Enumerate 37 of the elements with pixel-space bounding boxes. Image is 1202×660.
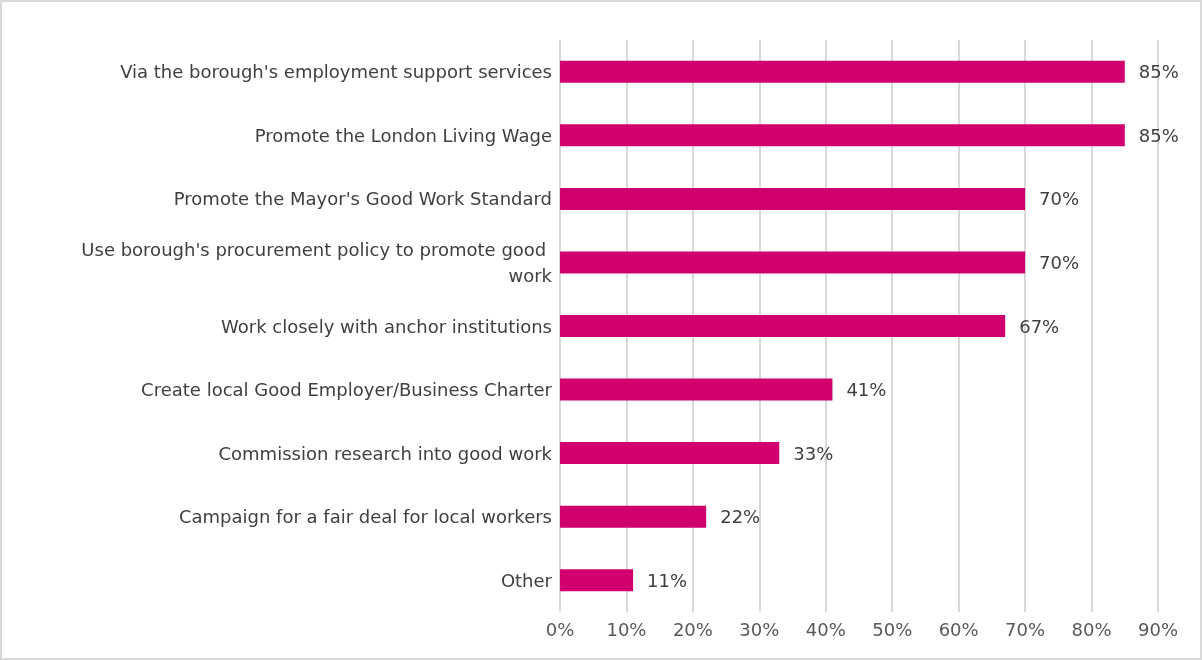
data-label: 41% [846,379,887,401]
x-tick-label: 40% [805,618,846,640]
bar [560,251,1026,274]
data-label: 70% [1039,251,1080,273]
bar [560,124,1125,147]
bar [560,505,707,528]
x-tick-label: 50% [872,618,913,640]
y-tick-label: Commission research into good work [218,442,553,464]
x-tick-label: 0% [545,618,575,640]
x-tick-label: 80% [1071,618,1112,640]
bar [560,442,780,465]
data-label: 70% [1039,188,1080,210]
y-tick-label: Work closely with anchor institutions [221,315,552,337]
y-tick-label: Promote the Mayor's Good Work Standard [173,188,552,210]
y-tick-label: Via the borough's employment support services [120,61,552,83]
x-tick-label: 20% [672,618,713,640]
data-label: 22% [720,506,761,528]
x-tick-label: 70% [1005,618,1046,640]
bar [560,187,1026,210]
y-tick-label: Promote the London Living Wage [254,124,552,146]
data-label: 85% [1138,124,1179,146]
x-tick-label: 10% [606,618,647,640]
data-label: 11% [647,569,688,591]
bar [560,378,833,401]
data-label: 67% [1019,315,1060,337]
y-tick-label: Campaign for a fair deal for local workers [178,506,552,528]
data-label: 85% [1138,61,1179,83]
bar [560,315,1006,337]
x-tick-label: 90% [1137,618,1179,640]
y-tick-label: Create local Good Employer/Business Charter [141,379,553,401]
bar [560,60,1125,83]
x-tick-label: 30% [739,618,780,640]
y-tick-label: Other [500,569,553,591]
x-tick-label: 60% [938,618,979,640]
bar [560,569,634,592]
data-label: 33% [793,442,834,464]
y-tick-label: Use borough's procurement policy to promote good work [81,238,553,286]
